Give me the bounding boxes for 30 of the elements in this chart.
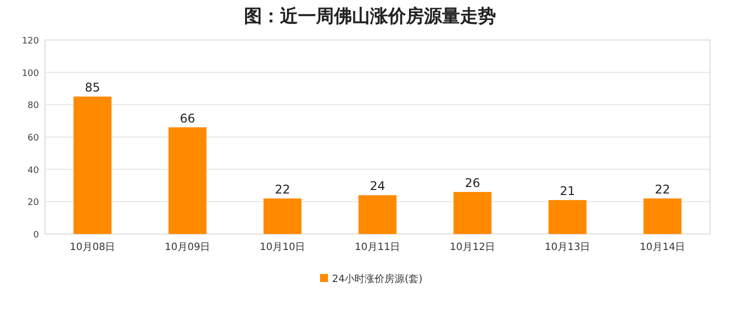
data-label: 22 [654, 182, 670, 196]
y-tick-label: 40 [28, 166, 40, 176]
bar [358, 195, 396, 234]
data-label: 22 [274, 182, 290, 196]
data-label: 26 [464, 176, 480, 190]
data-label: 24 [370, 179, 386, 194]
y-tick-label: 80 [28, 101, 40, 112]
data-label: 21 [560, 184, 576, 198]
bar [454, 192, 492, 234]
x-tick-label: 10月10日 [260, 242, 306, 253]
chart-title: 图：近一周佛山涨价房源量走势 [244, 6, 496, 27]
bar [74, 96, 112, 234]
bar [264, 198, 302, 234]
data-label: 66 [180, 111, 196, 126]
y-tick-label: 60 [28, 134, 40, 144]
x-tick-label: 10月13日 [544, 242, 590, 253]
y-tick-label: 20 [28, 198, 40, 208]
x-tick-label: 10月14日 [640, 242, 686, 253]
x-tick-label: 10月12日 [450, 242, 496, 253]
y-tick-label: 120 [22, 36, 40, 46]
x-tick-label: 10月11日 [354, 242, 400, 253]
y-tick-label: 100 [22, 68, 40, 79]
data-label: 85 [84, 80, 100, 95]
legend-label: 24小时涨价房源(套) [332, 273, 423, 285]
bar [548, 200, 586, 234]
x-tick-label: 10月08日 [70, 242, 116, 253]
y-tick-label: 0 [33, 230, 40, 240]
bar [644, 198, 682, 234]
bar [168, 127, 206, 234]
x-tick-label: 10月09日 [164, 242, 210, 253]
